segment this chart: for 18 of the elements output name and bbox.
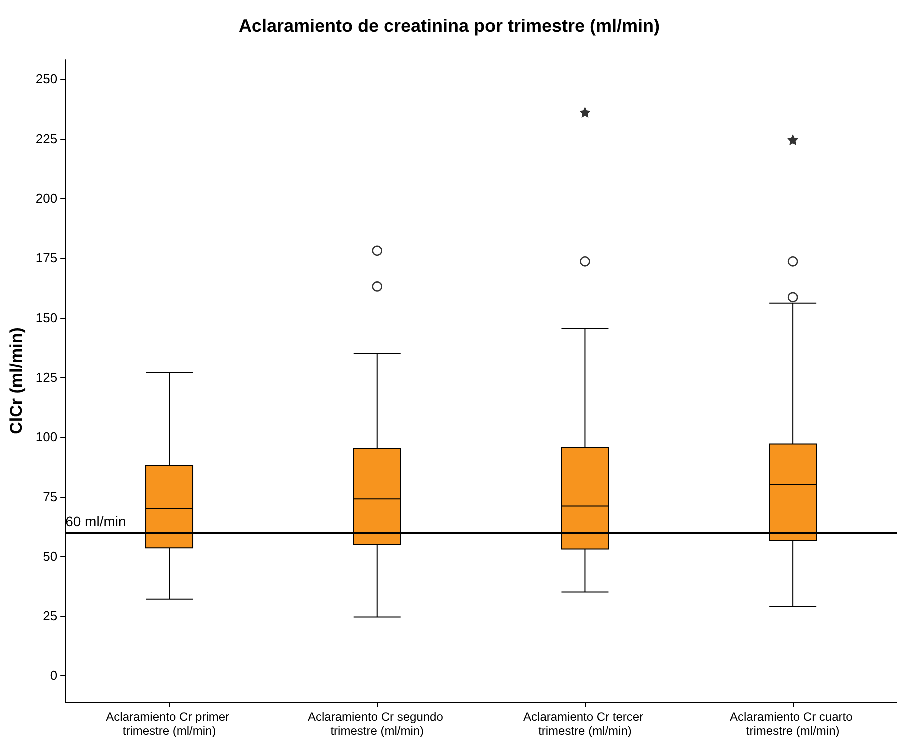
- chart-title: Aclaramiento de creatinina por trimestre (ml/min): [238, 16, 660, 36]
- y-tick-label: 75: [43, 489, 58, 504]
- y-tick-label: 200: [36, 190, 58, 206]
- y-tick-label: 150: [36, 310, 58, 326]
- ref-line-label: 60 ml/min: [66, 514, 126, 530]
- y-tick-label: 50: [43, 548, 58, 564]
- y-tick-label: 225: [36, 131, 58, 146]
- x-tick-label: Aclaramiento Cr primer trimestre (ml/min): [106, 710, 233, 738]
- x-tick-label: Aclaramiento Cr cuarto trimestre (ml/min): [730, 710, 856, 738]
- x-tick-label: Aclaramiento Cr segundo trimestre (ml/min): [308, 710, 447, 738]
- y-tick-label: 100: [36, 430, 58, 445]
- y-tick-label: 250: [36, 72, 58, 87]
- y-tick-label: 175: [36, 250, 58, 266]
- y-tick-label: 125: [36, 370, 58, 385]
- x-tick-label: Aclaramiento Cr tercer trimestre (ml/min): [524, 710, 647, 738]
- y-axis-title: ClCr (ml/min): [7, 328, 26, 434]
- y-tick-label: 0: [50, 668, 58, 684]
- y-tick-label: 25: [43, 608, 58, 624]
